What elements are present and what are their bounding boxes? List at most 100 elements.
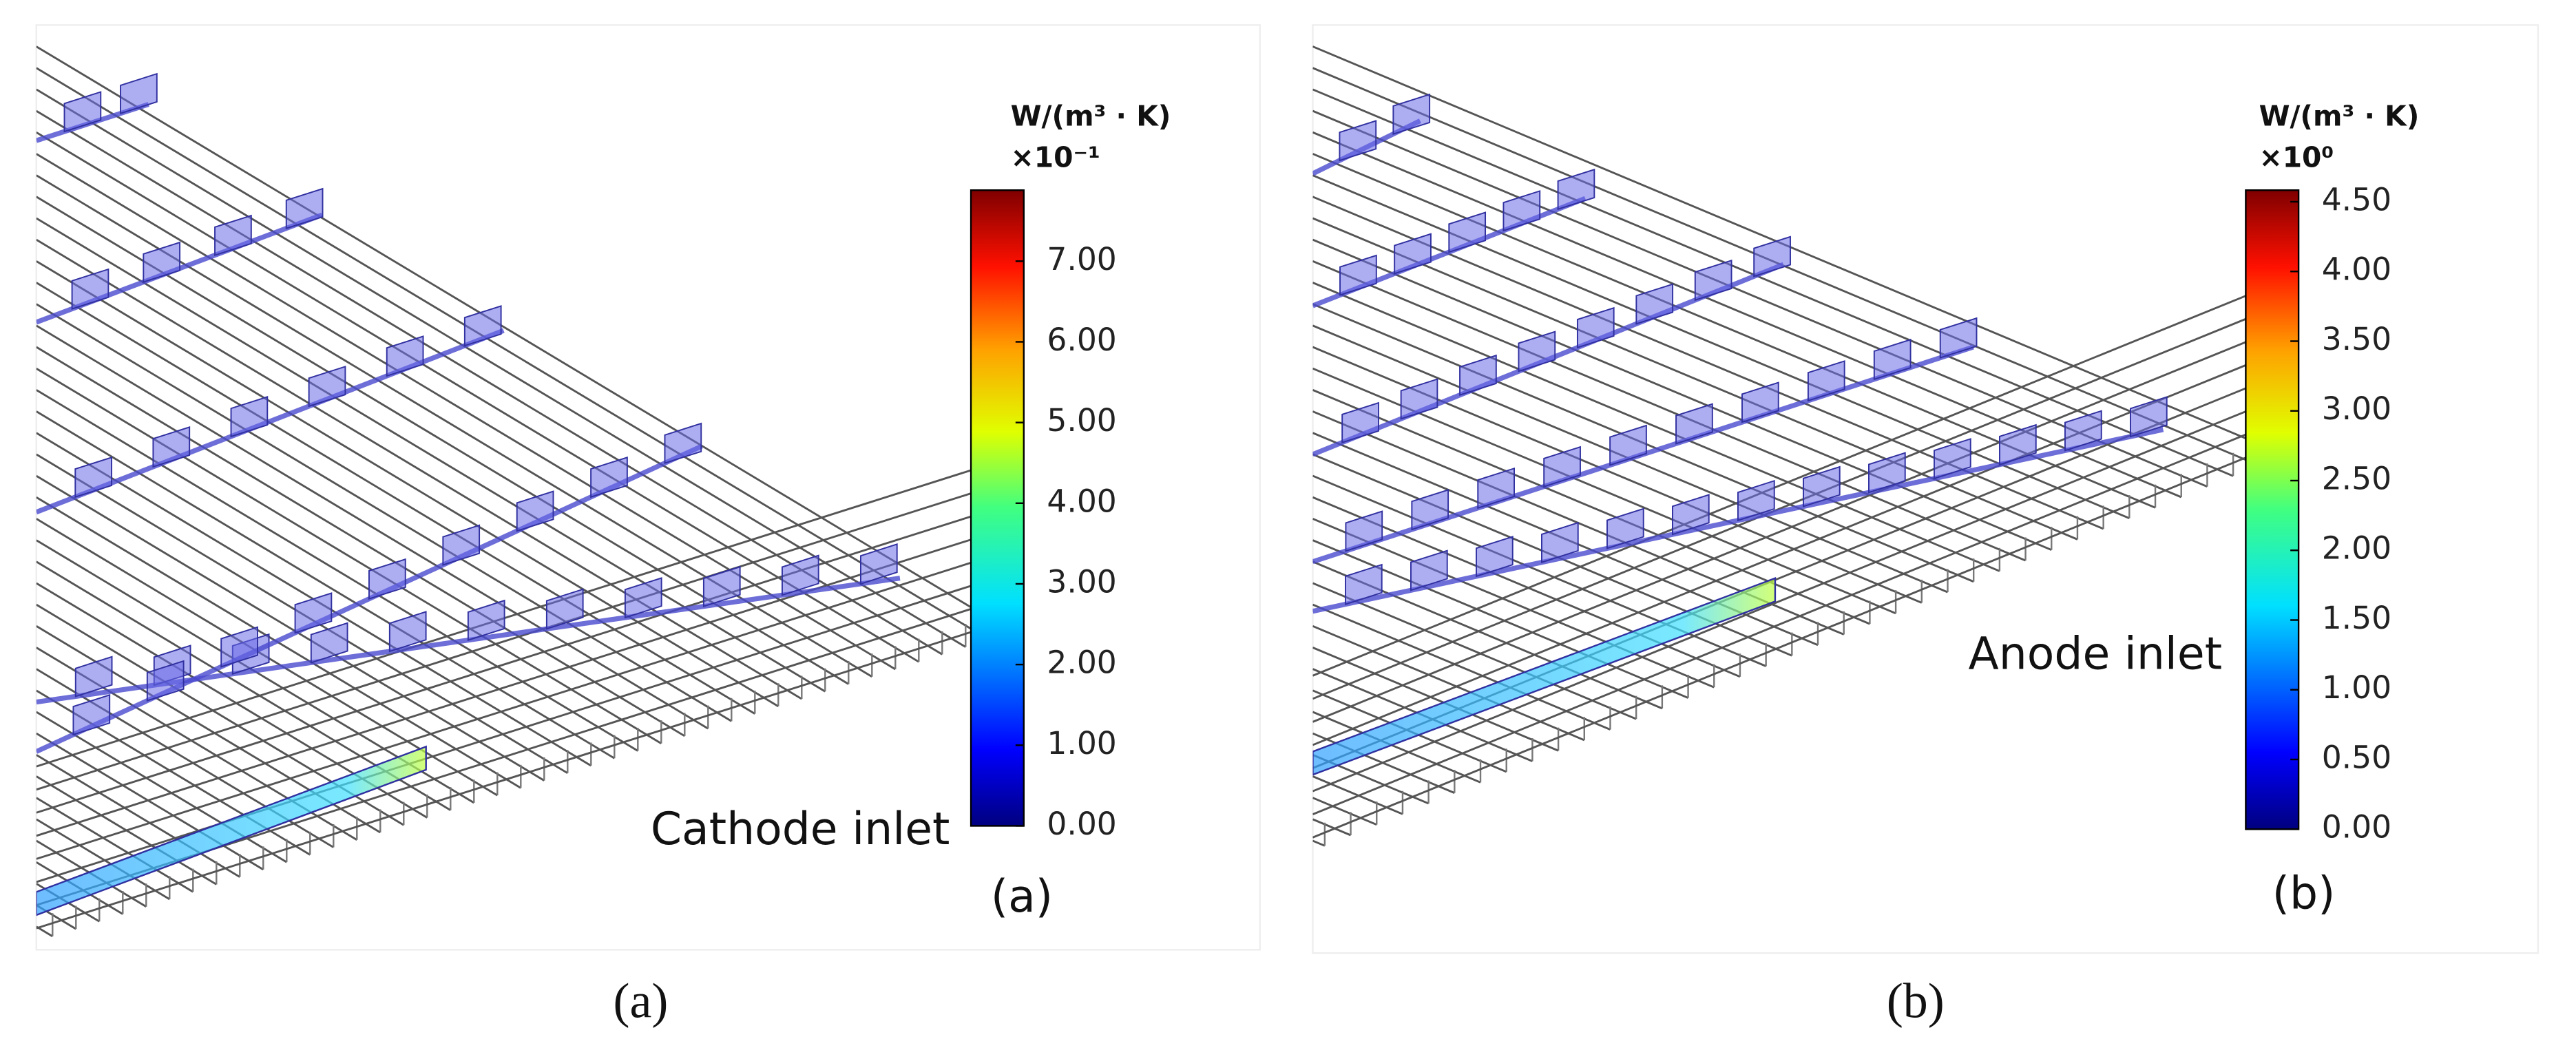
plate: [1345, 510, 1383, 552]
channel-edge: [1312, 88, 2234, 477]
plate: [702, 565, 741, 607]
channel-edge: [36, 324, 709, 730]
plate: [388, 611, 427, 653]
plate: [386, 335, 424, 377]
plate: [1543, 445, 1581, 487]
channel-edge: [1312, 295, 2246, 677]
channel-edge: [1312, 603, 1611, 731]
channel-edge: [36, 238, 803, 700]
colorbar-tick-label: 0.00: [1047, 806, 1116, 842]
plate: [120, 72, 158, 114]
channel-edge: [36, 754, 241, 878]
channel-edge: [1312, 582, 1637, 720]
channel-geometry: [1312, 45, 2286, 847]
plate: [74, 456, 113, 499]
plate: [1476, 536, 1514, 578]
colorbar-tick-label: 4.00: [1047, 483, 1116, 519]
plate: [220, 626, 258, 668]
plate: [1557, 168, 1595, 211]
channel-edge: [36, 474, 545, 782]
channel-edge: [1312, 260, 2027, 562]
colorbar-tick-label: 1.50: [2322, 600, 2391, 636]
plate: [71, 268, 109, 310]
channel-edge: [1312, 109, 2208, 487]
colorbar-tick-label: 4.00: [2322, 251, 2391, 288]
channel-edge: [1312, 797, 1377, 826]
plate: [1400, 378, 1438, 420]
plate: [1411, 489, 1449, 531]
colorbar-tick-label: 6.00: [1047, 322, 1116, 358]
colorbar-unit: W/(m³ · K): [1011, 100, 1171, 133]
plate: [143, 241, 181, 283]
colorbar: [970, 189, 1025, 827]
colorbar-unit: W/(m³ · K): [2259, 100, 2420, 133]
channel-edge: [1312, 410, 2246, 793]
plate: [1477, 467, 1515, 510]
plate: [1518, 331, 1556, 373]
plate: [590, 456, 628, 499]
channel-edge: [1312, 45, 2286, 456]
inlet-channel: [36, 745, 427, 916]
colorbar-tick-label: 3.00: [1047, 563, 1116, 600]
plate: [442, 524, 481, 566]
channel-edge: [36, 67, 990, 641]
plate: [1807, 360, 1845, 402]
plate: [285, 187, 324, 229]
plate: [1737, 479, 1775, 522]
channel-edge: [36, 389, 639, 752]
channel-edge: [1312, 518, 1715, 689]
colorbar-tick-label: 2.00: [1047, 644, 1116, 681]
panel-label: (b): [2272, 868, 2336, 919]
channel-edge: [1312, 317, 2246, 700]
plate: [1392, 93, 1431, 135]
channel-edge: [1312, 389, 1870, 625]
channel-edge: [36, 260, 779, 708]
channel-edge: [1312, 647, 1559, 752]
plate: [1609, 424, 1647, 466]
plate: [463, 305, 502, 347]
plate: [467, 599, 505, 641]
plate: [1873, 338, 1912, 381]
plate: [230, 396, 269, 438]
plate: [1576, 306, 1615, 349]
plate: [1541, 521, 1579, 563]
channel-edge: [36, 367, 662, 744]
caption: (b): [1887, 974, 1945, 1029]
plate: [146, 660, 185, 702]
channel-edge: [36, 217, 826, 693]
plate: [624, 577, 662, 619]
flow-strip: [36, 328, 505, 515]
channel-edge: [36, 583, 975, 883]
plate: [1410, 549, 1448, 591]
panel-label: (a): [991, 871, 1053, 923]
channel-edge: [1312, 625, 1585, 742]
plate: [2064, 410, 2102, 452]
channel-edge: [1312, 839, 1326, 847]
plate: [1635, 283, 1674, 325]
plate: [152, 426, 191, 468]
channel-geometry: [36, 45, 1014, 938]
channel-edge: [1312, 818, 1352, 837]
channel-edge: [36, 732, 264, 871]
colorbar-exponent: ×10⁻¹: [1011, 141, 1100, 174]
plate: [368, 558, 406, 600]
panel-frame: [1312, 24, 2540, 954]
plate: [1741, 381, 1779, 423]
panel-frame: [35, 24, 1261, 951]
plate: [1339, 120, 1377, 162]
plate: [1345, 563, 1383, 605]
plate: [1394, 233, 1432, 275]
colorbar-tick-label: 3.50: [2322, 321, 2391, 357]
channel-edge: [36, 797, 194, 893]
plate: [1675, 403, 1713, 445]
plate: [308, 366, 346, 408]
channel-edge: [1312, 457, 2246, 839]
colorbar-exponent: ×10⁰: [2259, 141, 2334, 174]
channel-edge: [1312, 474, 1767, 667]
colorbar-tick-label: 7.00: [1047, 241, 1116, 277]
channel-edge: [36, 491, 975, 791]
colorbar-tick-label: 2.00: [2322, 530, 2391, 567]
plate: [1868, 452, 1906, 494]
colorbar-tick-label: 2.50: [2322, 460, 2391, 496]
inlet-channel: [1312, 577, 1777, 776]
